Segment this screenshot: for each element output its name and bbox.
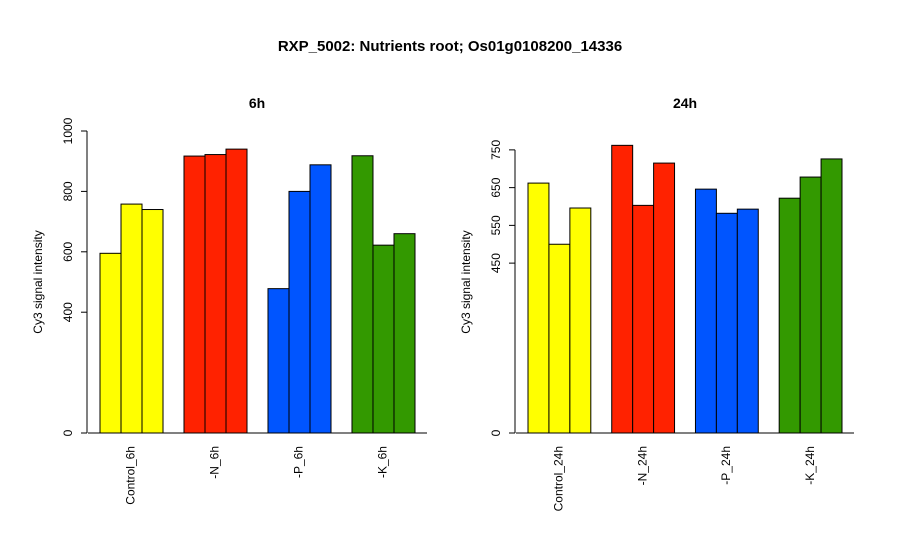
- y-axis-label: Cy3 signal intensity: [31, 230, 45, 333]
- bar: [694, 188, 717, 434]
- y-tick-label: 600: [61, 241, 75, 261]
- bar: [141, 209, 164, 434]
- bar: [204, 154, 227, 434]
- bar: [736, 208, 759, 434]
- bar: [548, 243, 571, 434]
- bar: [309, 164, 332, 434]
- bar: [225, 148, 248, 434]
- bar: [778, 197, 801, 434]
- bar: [120, 203, 143, 434]
- y-tick-label: 0: [61, 429, 75, 436]
- y-tick-label: 400: [61, 302, 75, 322]
- x-tick-label: -N_24h: [635, 446, 649, 485]
- x-tick-label: Control_6h: [124, 446, 138, 505]
- y-tick-label: 550: [489, 215, 503, 235]
- x-tick-label: -K_6h: [376, 446, 390, 478]
- x-tick-label: -P_24h: [719, 446, 733, 485]
- bar: [632, 204, 655, 434]
- bar: [799, 176, 822, 434]
- bar: [288, 190, 311, 434]
- y-tick-label: 1000: [61, 117, 75, 144]
- panel-title: 24h: [673, 95, 697, 111]
- x-tick-label: Control_24h: [552, 446, 566, 511]
- bar: [99, 252, 122, 434]
- bar: [183, 155, 206, 434]
- bar: [611, 144, 634, 434]
- y-tick-label: 450: [489, 253, 503, 273]
- y-axis-label: Cy3 signal intensity: [459, 230, 473, 333]
- y-tick-label: 750: [489, 140, 503, 160]
- bar: [715, 212, 738, 434]
- bar: [527, 182, 550, 434]
- y-tick-label: 800: [61, 181, 75, 201]
- main-title: RXP_5002: Nutrients root; Os01g0108200_1…: [277, 38, 623, 55]
- bar: [820, 158, 843, 434]
- bar: [569, 207, 592, 434]
- y-tick-label: 650: [489, 177, 503, 197]
- bar: [372, 244, 395, 434]
- bar: [267, 288, 290, 434]
- bar: [351, 155, 374, 434]
- bar: [393, 233, 416, 434]
- x-tick-label: -N_6h: [208, 446, 222, 479]
- bar: [653, 162, 676, 434]
- x-tick-label: -P_6h: [292, 446, 306, 478]
- panel-title: 6h: [249, 95, 265, 111]
- x-tick-label: -K_24h: [803, 446, 817, 485]
- y-tick-label: 0: [489, 429, 503, 436]
